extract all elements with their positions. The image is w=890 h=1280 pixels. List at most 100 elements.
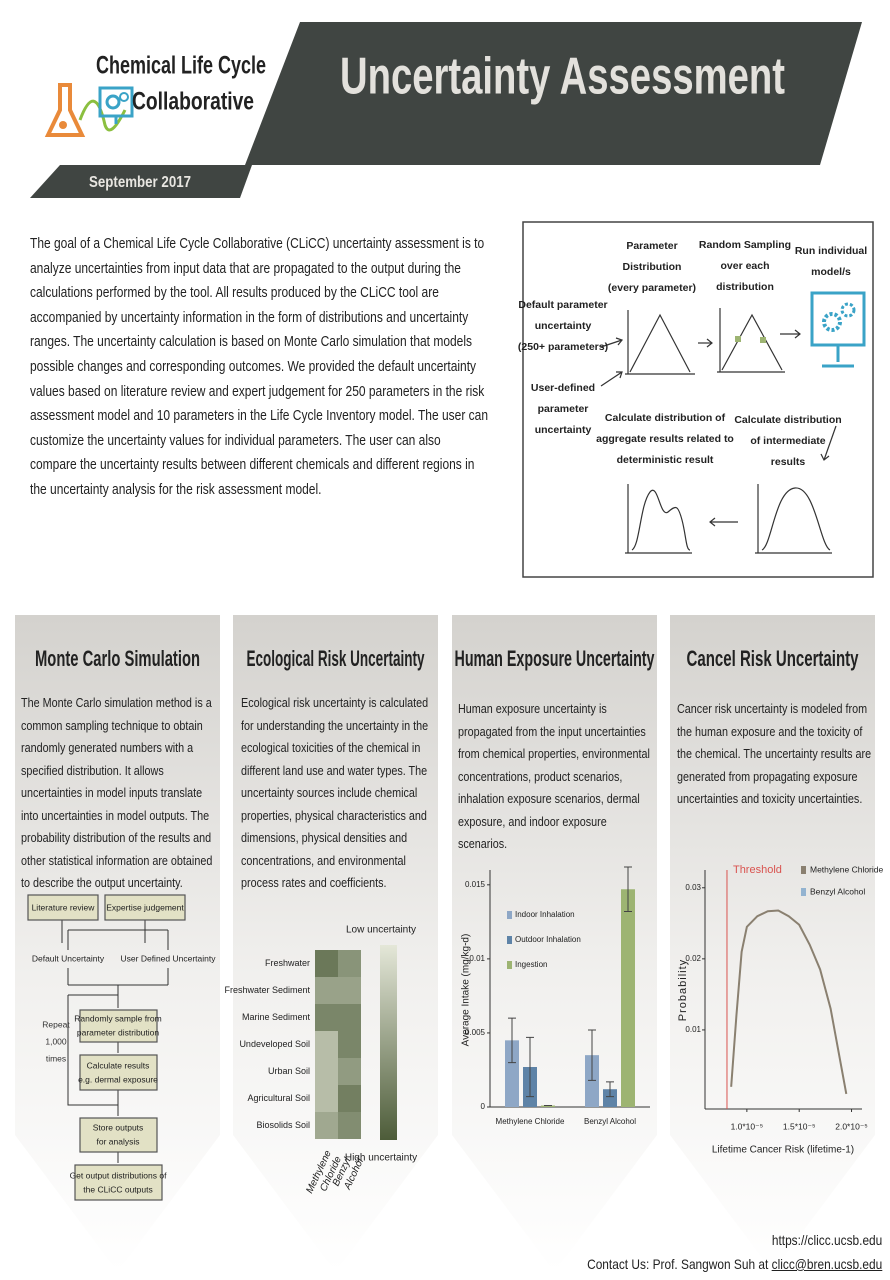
flow-connectors	[61, 920, 169, 1163]
x-tick-label: 1.5*10⁻⁵	[783, 1121, 816, 1131]
process-label: over each	[720, 260, 769, 272]
x-tick-label: Methylene Chloride	[496, 1117, 565, 1126]
x-tick-label: 1.0*10⁻⁵	[731, 1121, 764, 1131]
legend-label: Methylene Chloride	[810, 864, 884, 874]
heatmap-row-label: Freshwater	[265, 958, 310, 968]
process-graphics	[600, 308, 837, 554]
panel	[670, 615, 875, 1272]
panel-text: The Monte Carlo simulation method is a c…	[21, 695, 213, 890]
email: clicc@bren.ucsb.edu	[771, 1256, 882, 1272]
heatmap-cell	[315, 1112, 338, 1139]
process-label: Run individual	[795, 245, 867, 257]
flow-label: 1,000	[45, 1036, 67, 1046]
flow-label: Store outputs	[93, 1122, 144, 1132]
bar	[505, 1040, 519, 1107]
legend-label: Outdoor Inhalation	[515, 935, 581, 944]
charts: 0 0.005 0.01 0.015 Average Intake (mg/kg-d) M…	[461, 864, 884, 1156]
error-bar	[588, 1029, 596, 1081]
process-label: Calculate distribution	[734, 414, 841, 426]
flow-label: Repeat	[42, 1019, 70, 1029]
legend-swatch	[801, 866, 806, 874]
process-label: Distribution	[623, 261, 682, 273]
panel	[15, 615, 220, 1272]
bar	[603, 1089, 617, 1107]
error-bar	[624, 866, 632, 912]
flow-label: Literature review	[32, 902, 96, 912]
heatmap-row-label: Biosolids Soil	[256, 1120, 310, 1130]
error-bar	[606, 1081, 614, 1098]
panel-text: Ecological risk uncertainty is calculate…	[241, 695, 429, 890]
panel-title: Cancel Risk Uncertainty	[687, 646, 860, 671]
panel-text: Human exposure uncertainty is propagated…	[458, 701, 650, 851]
legend-label: Ingestion	[515, 960, 547, 969]
threshold-label: Threshold	[733, 864, 782, 876]
flow-label: Calculate results	[87, 1060, 150, 1070]
heatmap-cell	[338, 950, 361, 977]
heatmap-cell	[338, 1112, 361, 1139]
flow-label: the CLiCC outputs	[83, 1184, 152, 1194]
flow-label: Randomly sample from	[74, 1013, 161, 1023]
heatmap-cell	[338, 1004, 361, 1031]
flow-label: Expertise judgement	[106, 902, 184, 912]
legend-label: Benzyl Alcohol	[810, 886, 865, 896]
legend-swatch	[507, 911, 512, 919]
process-label: distribution	[716, 281, 774, 293]
y-tick-label: 0.015	[465, 880, 486, 889]
legend-label: Indoor Inhalation	[515, 910, 575, 919]
y-tick-label: 0.02	[685, 954, 701, 963]
colorbar	[380, 945, 397, 1140]
heatmap-cell	[315, 1058, 338, 1085]
y-tick-label: 0.03	[685, 883, 701, 892]
y-tick-label: 0.01	[469, 954, 485, 963]
heatmap-cell	[315, 950, 338, 977]
process-label: aggregate results related to	[596, 433, 734, 445]
process-label: (250+ parameters)	[518, 341, 608, 353]
sample-point	[760, 337, 766, 343]
heatmap-row-label: Freshwater Sediment	[224, 985, 310, 995]
error-bar	[526, 1036, 534, 1098]
model-icon	[810, 291, 866, 368]
heatmap-cell	[315, 1031, 338, 1058]
process-box	[522, 221, 874, 578]
flow-boxes	[27, 894, 186, 1201]
heatmap-cell	[315, 1004, 338, 1031]
title-banner	[245, 22, 862, 165]
error-bar	[508, 1017, 516, 1064]
y-tick-label: 0.005	[465, 1028, 486, 1037]
footer: https://clicc.ucsb.edu Contact Us: Prof.…	[587, 1228, 882, 1276]
panel-title: Human Exposure Uncertainty	[455, 646, 655, 671]
x-axis-label: Lifetime Cancer Risk (lifetime-1)	[712, 1145, 854, 1156]
heatmap-cell	[338, 977, 361, 1004]
panel	[452, 615, 657, 1272]
process-label: User-defined	[531, 382, 595, 394]
colorbar-label: Low uncertainty	[346, 925, 416, 936]
colorbar-label: High uncertainty	[345, 1153, 417, 1164]
org-name: Chemical Life Cycle	[96, 52, 266, 80]
panel-title: Monte Carlo Simulation	[35, 646, 200, 671]
date: September 2017	[89, 174, 191, 191]
flow-label: parameter distribution	[77, 1027, 159, 1037]
bar	[585, 1055, 599, 1107]
heatmap-cell	[338, 1085, 361, 1112]
process-label: parameter	[538, 403, 589, 415]
process-label: Parameter	[626, 240, 677, 252]
bar	[541, 1105, 555, 1107]
heatmap-cell	[315, 1085, 338, 1112]
panel-text: Cancer risk uncertainty is modeled from …	[677, 701, 872, 806]
heatmap-cell	[338, 1031, 361, 1058]
logo	[44, 83, 134, 137]
process-label: model/s	[811, 266, 851, 278]
y-axis-label: Probability	[677, 959, 689, 1021]
x-tick-label: 2.0*10⁻⁵	[835, 1121, 868, 1131]
page-title: Uncertainty Assessment	[340, 48, 785, 106]
flow-label: Default Uncertainty	[32, 953, 105, 963]
process-label: results	[771, 456, 806, 468]
process-label: of intermediate	[750, 435, 825, 447]
url: https://clicc.ucsb.edu	[771, 1232, 882, 1248]
heatmap-row-label: Undeveloped Soil	[239, 1039, 310, 1049]
heatmap-row-label: Agricultural Soil	[247, 1093, 310, 1103]
heatmap-cell	[315, 977, 338, 1004]
legend-swatch	[507, 961, 512, 969]
